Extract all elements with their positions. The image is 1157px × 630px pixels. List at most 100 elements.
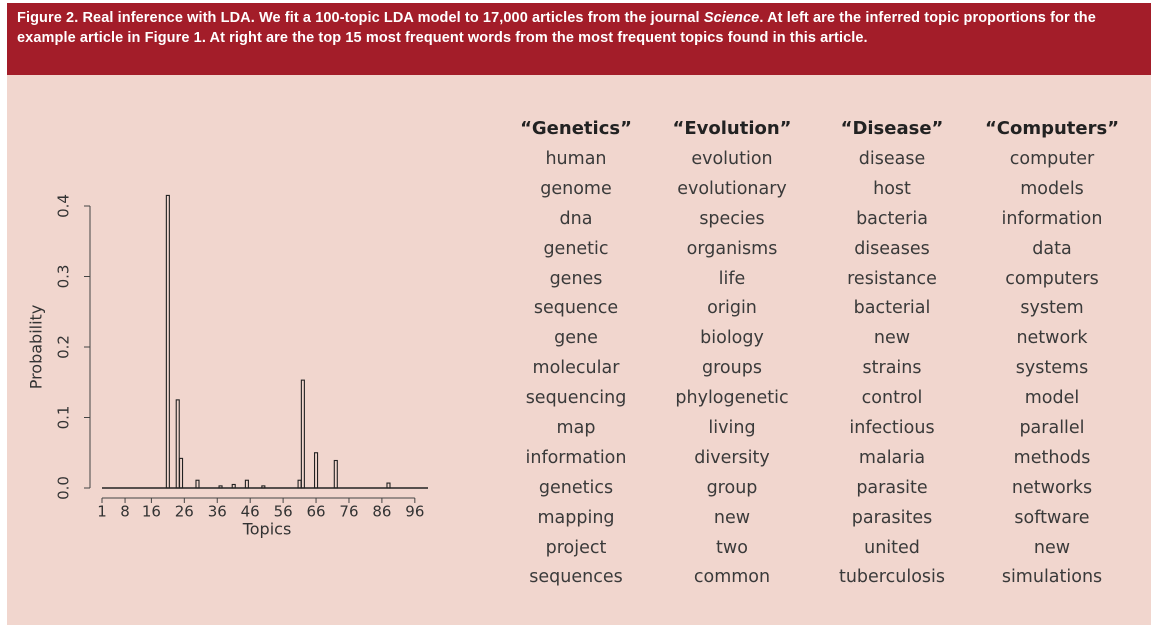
y-tick-label: 0.3 (55, 265, 73, 289)
topic-word: living (708, 418, 756, 439)
topic-word: network (1016, 328, 1088, 349)
x-tick-label: 96 (405, 503, 424, 521)
topic-column-genetics: “Genetics” human genome dna genetic genes seq… (491, 115, 661, 593)
topic-word: united (864, 537, 920, 558)
topic-word: parallel (1019, 418, 1085, 439)
topic-proportion-chart: 1 8 16 26 36 46 56 66 76 86 96 Topics 0.0 0.1 0.2 0.3 0.… (27, 194, 428, 539)
topic-word: molecular (532, 358, 620, 379)
figure-caption: Figure 2. Real inference with LDA. We fi… (7, 3, 1151, 75)
bar-topic-25 (178, 457, 184, 489)
topic-word-list: evolution evolutionary species organisms lif… (647, 145, 817, 593)
topic-word: data (1032, 238, 1072, 259)
topic-word: model (1024, 388, 1080, 409)
bar-topic-62 (300, 379, 305, 489)
topic-word: evolutionary (677, 178, 787, 199)
topic-word: tuberculosis (838, 567, 946, 588)
topic-word: control (861, 388, 923, 409)
topic-word: resistance (847, 268, 937, 289)
x-tick-label: 8 (120, 503, 130, 521)
y-tick-label: 0.4 (55, 194, 73, 218)
topic-word: methods (1013, 447, 1091, 468)
topic-word: group (706, 477, 758, 498)
caption-text: Figure 2. Real inference with LDA. We fi… (17, 10, 704, 26)
topic-word: host (873, 178, 911, 199)
topic-word: two (716, 537, 748, 558)
topic-word: origin (707, 298, 757, 319)
topic-word: computers (1005, 268, 1099, 289)
x-tick-label: 56 (274, 503, 293, 521)
topic-word: system (1020, 298, 1084, 319)
topic-word-list: disease host bacteria diseases resistance bac… (807, 145, 977, 593)
topic-word: common (693, 567, 771, 588)
topic-column-computers: “Computers” computer models information dat… (967, 115, 1137, 593)
topic-word: networks (1011, 477, 1093, 498)
y-tick-label: 0.1 (55, 406, 73, 430)
topic-word: bacterial (853, 298, 931, 319)
topic-word: life (718, 268, 746, 289)
topic-word: species (699, 208, 765, 229)
bar-topic-30 (195, 479, 200, 489)
bar-topic-21 (165, 194, 170, 489)
chart-root: 1 8 16 26 36 46 56 66 76 86 96 Topics 0.0 0.1 0.2 0.3 0.… (27, 194, 428, 539)
topic-word: evolution (691, 149, 773, 169)
topic-word: strains (862, 358, 922, 379)
topic-word: disease (858, 149, 926, 169)
topic-word: genome (540, 178, 612, 199)
topic-word: information (525, 447, 627, 468)
topic-title: “Computers” (984, 118, 1120, 139)
topic-word: diversity (694, 447, 770, 468)
bar-topic-66 (313, 452, 319, 489)
topic-word: new (713, 507, 751, 528)
topic-column-disease: “Disease” disease host bacteria diseases res… (807, 115, 977, 593)
bar-topic-50 (261, 485, 266, 489)
topic-word: dna (559, 208, 593, 229)
x-tick-label: 36 (208, 503, 227, 521)
x-tick-label: 66 (306, 503, 325, 521)
topic-word: parasite (856, 477, 928, 498)
bar-topic-37 (218, 485, 223, 489)
topic-word-list: human genome dna genetic genes sequence gene mo… (491, 145, 661, 593)
bar-topic-72 (333, 459, 338, 489)
topic-word: parasites (851, 507, 933, 528)
topic-word: diseases (854, 238, 930, 259)
x-tick-label: 16 (142, 503, 161, 521)
figure-panel (7, 75, 1151, 625)
x-tick-label: 1 (97, 503, 107, 521)
topic-word: project (545, 537, 607, 558)
topic-column-evolution: “Evolution” evolution evolutionary species… (647, 115, 817, 593)
topic-word: organisms (686, 238, 778, 259)
x-tick-label: 76 (339, 503, 358, 521)
topic-word: mapping (537, 507, 615, 528)
topic-word: new (1033, 537, 1071, 558)
topic-word: phylogenetic (675, 388, 789, 409)
topic-word-list: computer models information data computers sy… (967, 145, 1137, 593)
topic-title: “Disease” (840, 118, 944, 139)
bar-topic-45 (244, 479, 249, 489)
topic-word: information (1001, 208, 1103, 229)
topic-title: “Evolution” (672, 118, 792, 139)
topic-word: gene (554, 328, 598, 349)
topic-word: genetics (538, 477, 614, 498)
x-axis-title: Topics (242, 520, 292, 539)
topic-word: genetic (543, 238, 609, 259)
topic-word: malaria (858, 447, 926, 468)
topic-word: infectious (849, 418, 935, 439)
topic-word: bacteria (856, 208, 928, 229)
bar-topic-24 (175, 399, 180, 489)
topic-word: sequencing (525, 388, 627, 409)
x-tick-label: 86 (372, 503, 391, 521)
x-tick-label: 26 (175, 503, 194, 521)
topic-word: genes (549, 268, 603, 289)
bar-topic-88 (386, 482, 391, 489)
topic-word: sequences (529, 567, 623, 588)
y-tick-label: 0.0 (55, 476, 73, 500)
y-tick-label: 0.2 (55, 335, 73, 359)
caption-text-end: . At left are the inferred topic proport… (17, 10, 1096, 46)
topic-word: sequence (533, 298, 619, 319)
topic-word: systems (1015, 358, 1089, 379)
topic-word: software (1014, 507, 1090, 528)
caption-journal: Science (703, 10, 760, 26)
topic-word: models (1020, 178, 1084, 199)
topic-word: map (556, 418, 596, 439)
